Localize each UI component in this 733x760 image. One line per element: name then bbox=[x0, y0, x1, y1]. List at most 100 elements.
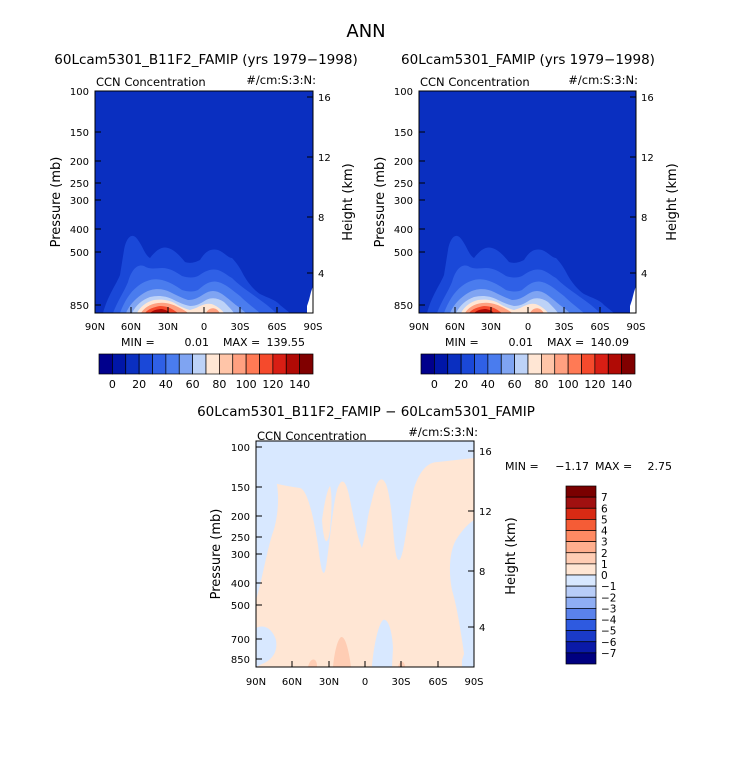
panel-2-max-value: 140.09 bbox=[591, 336, 630, 349]
panel-3-xtick-30s: 30S bbox=[391, 677, 410, 688]
panel-2-colorbar-swatch-8 bbox=[527, 353, 542, 375]
panel-2-units-label: #/cm:S:3:N: bbox=[568, 73, 638, 87]
panel-3-positive-level-1b bbox=[308, 659, 317, 667]
panel-1-xtick-60s: 60S bbox=[267, 322, 286, 333]
panel-3-colorbar-label-14: −7 bbox=[601, 648, 616, 660]
panel-2-minmax: MIN = 0.01 MAX = 140.09 bbox=[445, 336, 629, 349]
panel-3-positive-streak-1 bbox=[322, 486, 332, 542]
panel-3-colorbar-swatch-8 bbox=[565, 574, 597, 587]
panel-1-colorbar-swatch-14 bbox=[285, 353, 300, 375]
panel-3-max-value: 2.75 bbox=[648, 460, 673, 473]
panel-2-colorbar-swatch-14 bbox=[607, 353, 622, 375]
panel-2-colorbar-label-3: 60 bbox=[508, 378, 522, 391]
panel-2-rtick-12: 12 bbox=[641, 153, 654, 164]
panel-1-colorbar-swatch-11 bbox=[245, 353, 260, 375]
panel-2-xtick-90n: 90N bbox=[409, 322, 429, 333]
panel-1-rtick-16: 16 bbox=[318, 93, 331, 104]
panel-2-ylabel-right: Height (km) bbox=[665, 163, 680, 240]
panel-2-rtick-4: 4 bbox=[641, 269, 647, 280]
panel-3-xtick-60s: 60S bbox=[428, 677, 447, 688]
panel-2-colorbar-swatch-3 bbox=[460, 353, 475, 375]
panel-1-surface-mask bbox=[307, 286, 313, 313]
panel-2-xtick-0: 0 bbox=[525, 322, 531, 333]
panel-3-minmax: MIN = −1.17 MAX = 2.75 bbox=[505, 460, 672, 473]
panel-3-xtick-90s: 90S bbox=[464, 677, 483, 688]
panel-2-ytick-300: 300 bbox=[394, 196, 413, 207]
panel-1-rtick-4: 4 bbox=[318, 269, 324, 280]
panel-3-xtick-0: 0 bbox=[362, 677, 368, 688]
panel-3-x-ticks: 90N 60N 30N 0 30S 60S 90S bbox=[246, 661, 484, 688]
panel-2-colorbar-label-2: 40 bbox=[481, 378, 495, 391]
panel-1-rtick-8: 8 bbox=[318, 213, 324, 224]
panel-1-minmax: MIN = 0.01 MAX = 139.55 bbox=[121, 336, 305, 349]
panel-2-colorbar-swatch-0 bbox=[420, 353, 435, 375]
panel-3-y-right-ticks: 16 12 8 4 bbox=[468, 447, 492, 634]
panel-1-colorbar-label-2: 40 bbox=[159, 378, 173, 391]
panel-2-ytick-500: 500 bbox=[394, 248, 413, 259]
panel-1-colorbar-swatch-2 bbox=[125, 353, 140, 375]
panel-2-colorbar-swatch-2 bbox=[447, 353, 462, 375]
panel-1-ytick-200: 200 bbox=[70, 157, 89, 168]
panel-3-positive-streak-3 bbox=[452, 459, 474, 515]
panel-3-colorbar-swatch-2 bbox=[565, 507, 597, 520]
panel-3-surface-notch bbox=[462, 640, 474, 667]
panel-3-max-label: MAX = bbox=[595, 460, 632, 473]
panel-2-xtick-60n: 60N bbox=[445, 322, 465, 333]
panel-3-units-label: #/cm:S:3:N: bbox=[408, 425, 478, 439]
panel-2-y-ticks: 100 150 200 250 300 400 500 850 bbox=[394, 87, 425, 312]
panel-1-colorbar-swatch-7 bbox=[192, 353, 207, 375]
panel-1-units-label: #/cm:S:3:N: bbox=[246, 73, 316, 87]
panel-1-colorbar-label-3: 60 bbox=[186, 378, 200, 391]
panel-3-colorbar-swatch-12 bbox=[565, 619, 597, 631]
panel-3-ytick-400: 400 bbox=[231, 579, 250, 590]
panel-3-negative-region-bottom-left bbox=[256, 626, 277, 667]
panel-3-positive-level-1a bbox=[333, 636, 351, 667]
panel-3-colorbar-swatch-6 bbox=[565, 552, 597, 565]
panel-3-colorbar-swatch-5 bbox=[565, 541, 597, 554]
panel-1-colorbar-swatch-3 bbox=[138, 353, 153, 375]
panel-3-colorbar-label-10: −3 bbox=[601, 603, 616, 615]
panel-1-colorbar-swatch-13 bbox=[272, 353, 287, 375]
panel-3-plot-area bbox=[256, 441, 474, 667]
panel-3-ytick-250: 250 bbox=[231, 533, 250, 544]
panel-3-ytick-700: 700 bbox=[231, 635, 250, 646]
panel-1-colorbar-swatch-4 bbox=[152, 353, 167, 375]
panel-3-y-ticks: 100 150 200 250 300 400 500 700 850 bbox=[231, 443, 262, 666]
panel-2-colorbar-label-6: 120 bbox=[584, 378, 605, 391]
panel-3-colorbar-label-4: 3 bbox=[601, 537, 608, 549]
panel-3-xtick-90n: 90N bbox=[246, 677, 266, 688]
panel-3-colorbar-swatch-1 bbox=[565, 496, 597, 509]
panel-2-plot-area bbox=[419, 91, 636, 313]
panel-2-colorbar-swatch-13 bbox=[594, 353, 609, 375]
panel-1-ytick-300: 300 bbox=[70, 196, 89, 207]
panel-2-surface-mask bbox=[630, 286, 636, 313]
panel-3-rtick-4: 4 bbox=[479, 623, 485, 634]
panel-2-colorbar-label-4: 80 bbox=[534, 378, 548, 391]
panel-2-colorbar-swatch-11 bbox=[567, 353, 582, 375]
panel-3-variable-label: CCN Concentration bbox=[257, 429, 367, 443]
panel-3-colorbar-label-6: 1 bbox=[601, 559, 608, 571]
panel-1-max-label: MAX = bbox=[223, 336, 260, 349]
panel-1-contour-level-140 bbox=[150, 309, 170, 313]
panel-2-y-right-ticks: 16 12 8 4 bbox=[630, 93, 654, 280]
panel-2-colorbar-label-0: 0 bbox=[431, 378, 438, 391]
panel-2-contour-level-140 bbox=[474, 309, 494, 313]
panel-1-colorbar-swatch-10 bbox=[232, 353, 247, 375]
panel-2-ylabel: Pressure (mb) bbox=[373, 157, 388, 248]
panel-2-colorbar-swatch-4 bbox=[474, 353, 489, 375]
panel-2-min-label: MIN = bbox=[445, 336, 479, 349]
panel-1-colorbar-label-1: 20 bbox=[132, 378, 146, 391]
panel-2-colorbar-swatch-6 bbox=[500, 353, 515, 375]
panel-1-colorbar-swatch-15 bbox=[299, 353, 314, 375]
panel-3-title: 60Lcam5301_B11F2_FAMIP − 60Lcam5301_FAMI… bbox=[197, 404, 535, 420]
panel-3-colorbar-swatch-7 bbox=[565, 563, 597, 576]
panel-2-colorbar-swatch-7 bbox=[514, 353, 529, 375]
panel-3-rtick-8: 8 bbox=[479, 567, 485, 578]
panel-3-ytick-300: 300 bbox=[231, 550, 250, 561]
panel-1-colorbar-swatch-12 bbox=[259, 353, 274, 375]
panel-2-colorbar-swatch-10 bbox=[554, 353, 569, 375]
panel-2-ytick-400: 400 bbox=[394, 225, 413, 236]
panel-2-variable-label: CCN Concentration bbox=[420, 75, 530, 89]
panel-2-ytick-100: 100 bbox=[394, 87, 413, 98]
panel-1-variable-label: CCN Concentration bbox=[96, 75, 206, 89]
